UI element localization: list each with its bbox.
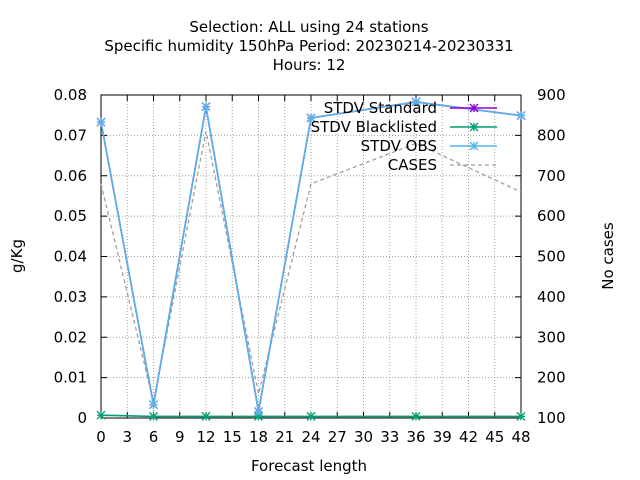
x-tick-label: 24 — [301, 428, 320, 446]
x-tick-label: 6 — [149, 428, 159, 446]
legend-marker — [469, 103, 479, 113]
x-tick-label: 21 — [275, 428, 294, 446]
legend-marker — [469, 122, 479, 132]
marker-stroke — [306, 411, 316, 421]
y2-tick-label: 500 — [537, 248, 566, 266]
y2-tick-label: 600 — [537, 207, 566, 225]
title-line: Hours: 12 — [273, 56, 346, 74]
legend-label: STDV Blacklisted — [311, 118, 437, 136]
x-tick-label: 48 — [511, 428, 530, 446]
marker-stroke — [516, 111, 526, 121]
x-tick-label: 0 — [96, 428, 106, 446]
marker-stroke — [469, 122, 479, 132]
marker-stroke — [516, 411, 526, 421]
x-axis-label: Forecast length — [251, 457, 367, 475]
data-point — [201, 102, 211, 112]
data-point — [306, 113, 316, 123]
data-point — [96, 117, 106, 127]
y2-tick-label: 700 — [537, 167, 566, 185]
x-axis: 0 3 6 9 12 15 18 21 24 27 30 33 36 39 42 45 48 — [96, 95, 531, 446]
data-point — [149, 411, 158, 421]
marker-stroke — [149, 400, 158, 410]
x-tick-label: 18 — [249, 428, 268, 446]
title-line: Selection: ALL using 24 stations — [189, 18, 428, 36]
marker-stroke — [306, 113, 316, 123]
marker-stroke — [469, 141, 479, 151]
y-tick-label: 0 — [77, 409, 87, 427]
x-tick-label: 45 — [485, 428, 504, 446]
y-tick-label: 0.06 — [54, 167, 87, 185]
y-tick-label: 0.03 — [54, 288, 87, 306]
y-axis-label: g/Kg — [8, 239, 26, 273]
x-tick-label: 9 — [175, 428, 185, 446]
x-tick-label: 3 — [122, 428, 132, 446]
marker-stroke — [411, 97, 421, 107]
x-tick-label: 42 — [459, 428, 478, 446]
x-tick-label: 12 — [196, 428, 215, 446]
y-tick-label: 0.01 — [54, 369, 87, 387]
marker-stroke — [201, 102, 211, 112]
marker-stroke — [201, 411, 211, 421]
x-tick-label: 30 — [354, 428, 373, 446]
y-tick-label: 0.04 — [54, 248, 87, 266]
legend-label: STDV Standard — [324, 99, 437, 117]
data-point — [411, 97, 421, 107]
x-tick-label: 36 — [406, 428, 425, 446]
data-point — [411, 411, 421, 421]
x-tick-label: 27 — [328, 428, 347, 446]
legend-label: STDV OBS — [361, 137, 437, 155]
marker-stroke — [96, 410, 106, 420]
y2-tick-label: 400 — [537, 288, 566, 306]
y-axis: 0 0.01 0.02 0.03 0.04 0.05 0.06 0.07 0.08 — [54, 86, 107, 427]
y2-axis-label: No cases — [599, 222, 617, 290]
y2-tick-label: 200 — [537, 369, 566, 387]
title-line: Specific humidity 150hPa Period: 2023021… — [104, 37, 513, 55]
data-point — [96, 410, 106, 420]
x-tick-label: 39 — [433, 428, 452, 446]
y2-tick-label: 300 — [537, 328, 566, 346]
y2-tick-label: 100 — [537, 409, 566, 427]
data-point — [306, 411, 316, 421]
marker-stroke — [149, 411, 158, 421]
y2-tick-label: 900 — [537, 86, 566, 104]
marker-stroke — [96, 117, 106, 127]
legend-label: CASES — [388, 156, 437, 174]
y2-tick-label: 800 — [537, 126, 566, 144]
y2-axis: 100 200 300 400 500 600 700 800 900 — [515, 86, 566, 427]
y-tick-label: 0.07 — [54, 126, 87, 144]
marker-stroke — [254, 407, 263, 416]
x-tick-label: 33 — [380, 428, 399, 446]
data-point — [149, 400, 158, 410]
data-point — [516, 111, 526, 121]
legend-marker — [469, 141, 479, 151]
marker-stroke — [469, 103, 479, 113]
data-point — [254, 407, 263, 416]
y-tick-label: 0.05 — [54, 207, 87, 225]
data-point — [201, 411, 211, 421]
data-point — [516, 411, 526, 421]
marker-stroke — [411, 411, 421, 421]
grid — [101, 95, 521, 418]
y-tick-label: 0.02 — [54, 328, 87, 346]
x-tick-label: 15 — [223, 428, 242, 446]
series-group — [96, 97, 526, 421]
y-tick-label: 0.08 — [54, 86, 87, 104]
chart-title: Selection: ALL using 24 stationsSpecific… — [104, 18, 513, 74]
